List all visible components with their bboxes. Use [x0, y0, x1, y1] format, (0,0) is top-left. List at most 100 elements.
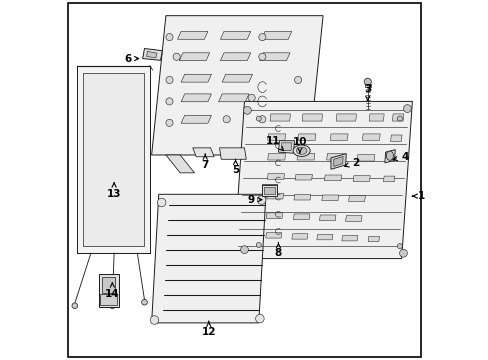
- Polygon shape: [329, 134, 347, 140]
- Polygon shape: [218, 94, 248, 102]
- Circle shape: [165, 76, 173, 84]
- Polygon shape: [345, 216, 361, 221]
- Circle shape: [247, 94, 255, 102]
- Polygon shape: [142, 49, 162, 60]
- Polygon shape: [356, 155, 374, 161]
- Polygon shape: [192, 148, 214, 157]
- Text: 2: 2: [344, 158, 358, 168]
- Text: 12: 12: [201, 321, 216, 337]
- Polygon shape: [267, 154, 285, 160]
- Circle shape: [256, 243, 261, 248]
- Polygon shape: [321, 195, 338, 201]
- Ellipse shape: [296, 147, 306, 154]
- Circle shape: [255, 314, 264, 323]
- Circle shape: [72, 303, 78, 309]
- Circle shape: [397, 116, 402, 121]
- Text: 11: 11: [265, 136, 283, 151]
- Circle shape: [223, 116, 230, 123]
- Polygon shape: [281, 143, 291, 151]
- Polygon shape: [267, 134, 285, 140]
- Polygon shape: [330, 154, 346, 169]
- Circle shape: [258, 116, 265, 123]
- Circle shape: [157, 198, 165, 207]
- Text: 3: 3: [364, 84, 370, 100]
- Polygon shape: [333, 157, 343, 166]
- Polygon shape: [261, 184, 276, 194]
- Polygon shape: [295, 174, 312, 180]
- Polygon shape: [265, 233, 281, 238]
- Polygon shape: [263, 187, 275, 194]
- Polygon shape: [100, 294, 117, 305]
- Polygon shape: [261, 185, 277, 196]
- Polygon shape: [269, 114, 290, 121]
- Polygon shape: [362, 134, 380, 140]
- Polygon shape: [298, 134, 315, 140]
- Circle shape: [150, 316, 159, 324]
- Circle shape: [257, 196, 265, 204]
- Circle shape: [397, 244, 402, 249]
- Polygon shape: [222, 74, 252, 82]
- Circle shape: [258, 53, 265, 60]
- Polygon shape: [319, 215, 335, 221]
- Polygon shape: [278, 141, 294, 153]
- Polygon shape: [383, 176, 394, 182]
- Text: 6: 6: [124, 54, 139, 64]
- Text: 1: 1: [411, 191, 424, 201]
- Polygon shape: [291, 234, 307, 239]
- Polygon shape: [102, 277, 115, 293]
- Polygon shape: [367, 236, 379, 242]
- Text: 14: 14: [105, 283, 120, 298]
- Polygon shape: [259, 53, 289, 61]
- Circle shape: [364, 78, 370, 85]
- Polygon shape: [261, 31, 291, 39]
- Circle shape: [165, 33, 173, 41]
- Polygon shape: [99, 274, 119, 307]
- Circle shape: [256, 116, 261, 121]
- Polygon shape: [326, 154, 344, 160]
- Polygon shape: [266, 193, 283, 199]
- Circle shape: [165, 119, 173, 126]
- Polygon shape: [220, 31, 250, 39]
- Text: 13: 13: [107, 183, 121, 199]
- Polygon shape: [324, 175, 341, 181]
- Circle shape: [399, 249, 407, 257]
- Circle shape: [258, 33, 265, 41]
- Polygon shape: [179, 53, 209, 61]
- Circle shape: [173, 53, 180, 60]
- Polygon shape: [267, 174, 284, 179]
- Text: 4: 4: [392, 152, 408, 162]
- Polygon shape: [296, 154, 314, 160]
- Polygon shape: [390, 135, 401, 141]
- Polygon shape: [293, 194, 310, 200]
- Polygon shape: [181, 94, 211, 102]
- Polygon shape: [83, 73, 143, 246]
- Circle shape: [142, 299, 147, 305]
- Polygon shape: [368, 114, 384, 121]
- Polygon shape: [335, 114, 356, 121]
- Circle shape: [403, 105, 410, 112]
- Polygon shape: [266, 213, 282, 219]
- Polygon shape: [352, 176, 369, 181]
- Circle shape: [243, 107, 251, 114]
- Circle shape: [109, 303, 115, 309]
- Text: 8: 8: [274, 243, 282, 258]
- Circle shape: [165, 98, 173, 105]
- Polygon shape: [384, 150, 394, 163]
- Circle shape: [240, 246, 248, 253]
- Polygon shape: [302, 114, 322, 121]
- Polygon shape: [181, 74, 211, 82]
- Polygon shape: [177, 31, 207, 39]
- Polygon shape: [165, 155, 194, 173]
- Polygon shape: [341, 235, 357, 241]
- Text: 9: 9: [246, 195, 262, 204]
- Ellipse shape: [386, 151, 393, 160]
- Polygon shape: [348, 196, 365, 202]
- Text: 10: 10: [292, 138, 306, 153]
- Polygon shape: [293, 214, 309, 220]
- Text: 5: 5: [231, 159, 239, 175]
- Polygon shape: [219, 148, 246, 159]
- Polygon shape: [364, 84, 370, 87]
- Text: 7: 7: [201, 154, 208, 170]
- Polygon shape: [77, 66, 149, 253]
- Circle shape: [294, 76, 301, 84]
